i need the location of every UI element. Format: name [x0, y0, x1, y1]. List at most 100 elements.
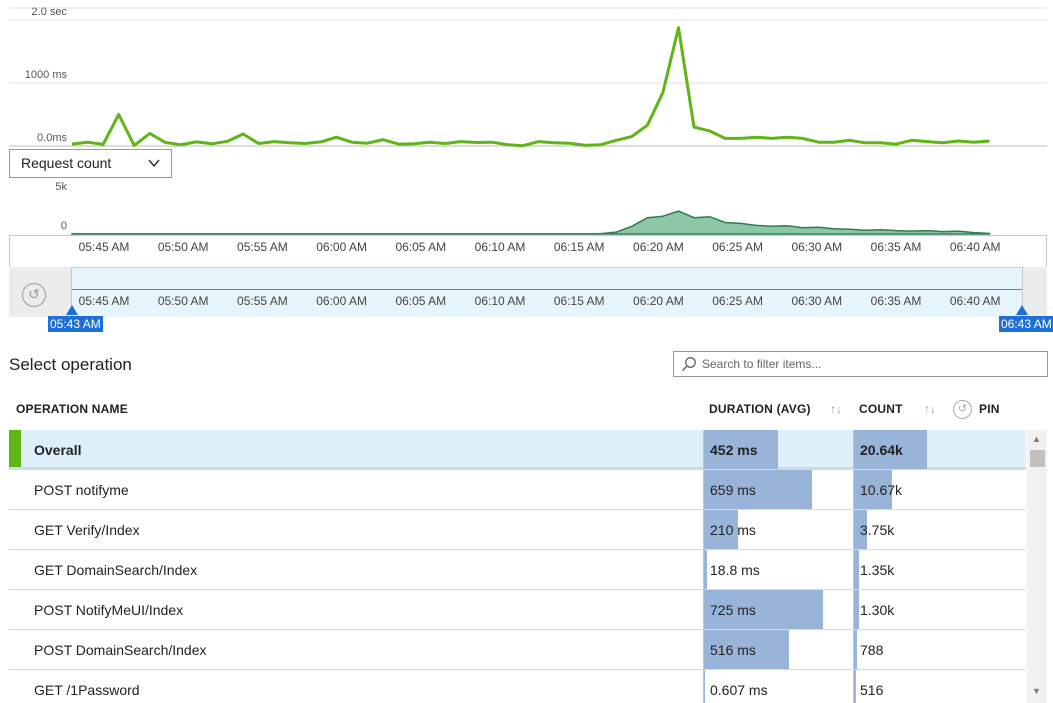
duration-bar [704, 670, 705, 703]
operations-table: Overall 452 ms 20.64k POST notifyme 659 ms 10… [9, 430, 1026, 703]
sort-icon[interactable]: ↑↓ [924, 402, 936, 416]
count-bar [854, 630, 857, 669]
duration-cell: 452 ms [703, 430, 853, 469]
metric-selector-dropdown[interactable]: Request count [9, 149, 172, 178]
time-axis-tick-label: 05:50 AM [157, 240, 209, 254]
time-axis-tick-label: 05:45 AM [78, 294, 130, 308]
section-title: Select operation [9, 355, 132, 374]
count-bar [854, 670, 856, 703]
time-axis-tick-label: 06:25 AM [712, 294, 763, 308]
time-axis-tick-label: 06:10 AM [474, 294, 526, 308]
count-bar [854, 430, 927, 469]
time-range-selection[interactable] [72, 267, 1022, 317]
time-axis-tick-label: 06:15 AM [553, 294, 605, 308]
duration-cell: 0.607 ms [703, 670, 853, 703]
time-axis-tick-label: 06:25 AM [712, 240, 763, 254]
time-axis-tick-label: 06:30 AM [791, 294, 843, 308]
range-start-marker[interactable] [66, 305, 78, 315]
time-axis-tick-label: 05:55 AM [237, 240, 288, 254]
duration-cell: 516 ms [703, 630, 853, 669]
duration-cell: 659 ms [703, 470, 853, 509]
time-axis-tick-label: 06:00 AM [316, 240, 367, 254]
reset-zoom-icon[interactable]: ↺ [22, 283, 46, 307]
time-range-baseline [72, 289, 1022, 290]
time-axis-tick-label: 05:45 AM [78, 240, 130, 254]
table-scrollbar[interactable]: ▲ ▼ [1027, 430, 1047, 703]
request-count-area [71, 210, 991, 235]
search-box[interactable] [673, 351, 1048, 377]
duration-bar [704, 550, 708, 589]
duration-value: 452 ms [710, 442, 758, 458]
duration-bar [704, 510, 739, 549]
metric-selector-value: Request count [21, 155, 112, 171]
operation-name: POST notifyme [34, 482, 129, 498]
duration-bar [704, 430, 779, 469]
table-row[interactable]: GET DomainSearch/Index 18.8 ms 1.35k [9, 550, 1026, 590]
sort-icon[interactable]: ↑↓ [830, 402, 842, 416]
column-header-pin: PIN [979, 402, 1000, 416]
y-tick-label: 5k [55, 181, 67, 193]
time-axis-tick-label: 06:10 AM [474, 240, 526, 254]
chevron-down-icon [148, 159, 160, 168]
count-bar [854, 510, 868, 549]
time-axis-tick-label: 06:40 AM [949, 240, 1001, 254]
table-row[interactable]: POST NotifyMeUI/Index 725 ms 1.30k [9, 590, 1026, 630]
time-axis-tick-label: 06:05 AM [395, 294, 447, 308]
operation-name: GET DomainSearch/Index [34, 562, 198, 578]
count-bar [854, 550, 859, 589]
range-end-label: 06:43 AM [999, 316, 1053, 332]
duration-cell: 18.8 ms [703, 550, 853, 589]
count-cell: 20.64k [853, 430, 1026, 469]
time-axis-tick-label: 06:30 AM [791, 240, 843, 254]
duration-series-line [71, 26, 990, 148]
time-axis-tick-label: 05:50 AM [157, 294, 209, 308]
range-end-marker[interactable] [1016, 305, 1028, 315]
count-value: 1.35k [860, 562, 895, 578]
y-tick-label: 1000 ms [25, 69, 68, 81]
scroll-down-icon[interactable]: ▼ [1032, 686, 1041, 696]
range-start-label: 05:43 AM [48, 316, 103, 332]
time-axis-tick-label: 06:15 AM [553, 240, 605, 254]
count-cell: 1.30k [853, 590, 1026, 629]
count-cell: 788 [853, 630, 1026, 669]
column-header-count[interactable]: COUNT [859, 402, 903, 416]
operation-name: POST NotifyMeUI/Index [34, 602, 184, 618]
table-row-overall[interactable]: Overall 452 ms 20.64k [9, 430, 1026, 470]
table-row[interactable]: GET /1Password 0.607 ms 516 [9, 670, 1026, 703]
count-cell: 10.67k [853, 470, 1026, 509]
y-tick-label: 2.0 sec [32, 6, 68, 18]
time-axis-tick-label: 06:40 AM [949, 294, 1001, 308]
duration-value: 516 ms [710, 642, 756, 658]
time-axis-tick-label: 06:20 AM [633, 240, 684, 254]
count-cell: 516 [853, 670, 1026, 703]
column-header-operation-name[interactable]: OPERATION NAME [16, 402, 128, 416]
duration-bar [704, 590, 823, 629]
count-value: 10.67k [860, 482, 903, 498]
table-row[interactable]: POST DomainSearch/Index 516 ms 788 [9, 630, 1026, 670]
pin-icon[interactable]: ↺ [953, 400, 972, 419]
table-row[interactable]: POST notifyme 659 ms 10.67k [9, 470, 1026, 510]
operation-name: Overall [34, 442, 82, 458]
column-header-duration[interactable]: DURATION (AVG) [709, 402, 811, 416]
duration-chart[interactable]: 2.0 sec 1000 ms 0.0ms [0, 0, 1053, 150]
count-value: 20.64k [860, 442, 903, 458]
time-axis-tick-label: 05:55 AM [237, 294, 288, 308]
y-tick-label: 0 [61, 220, 67, 232]
scroll-up-icon[interactable]: ▲ [1032, 434, 1041, 444]
scroll-thumb[interactable] [1030, 450, 1045, 467]
duration-cell: 210 ms [703, 510, 853, 549]
table-row[interactable]: GET Verify/Index 210 ms 3.75k [9, 510, 1026, 550]
time-axis-tick-label: 06:35 AM [870, 294, 922, 308]
duration-value: 725 ms [710, 602, 756, 618]
time-axis-tick-label: 06:00 AM [316, 294, 367, 308]
search-icon [681, 357, 696, 372]
time-axis-tick-label: 06:05 AM [395, 240, 447, 254]
y-tick-label: 0.0ms [37, 132, 67, 144]
count-value: 3.75k [860, 522, 895, 538]
duration-value: 18.8 ms [710, 562, 760, 578]
search-input[interactable] [702, 354, 1042, 374]
duration-bar [704, 470, 813, 509]
request-count-chart[interactable]: 5k 0 [0, 180, 1053, 236]
count-bar [854, 470, 892, 509]
time-axis-tick-label: 06:20 AM [633, 294, 684, 308]
